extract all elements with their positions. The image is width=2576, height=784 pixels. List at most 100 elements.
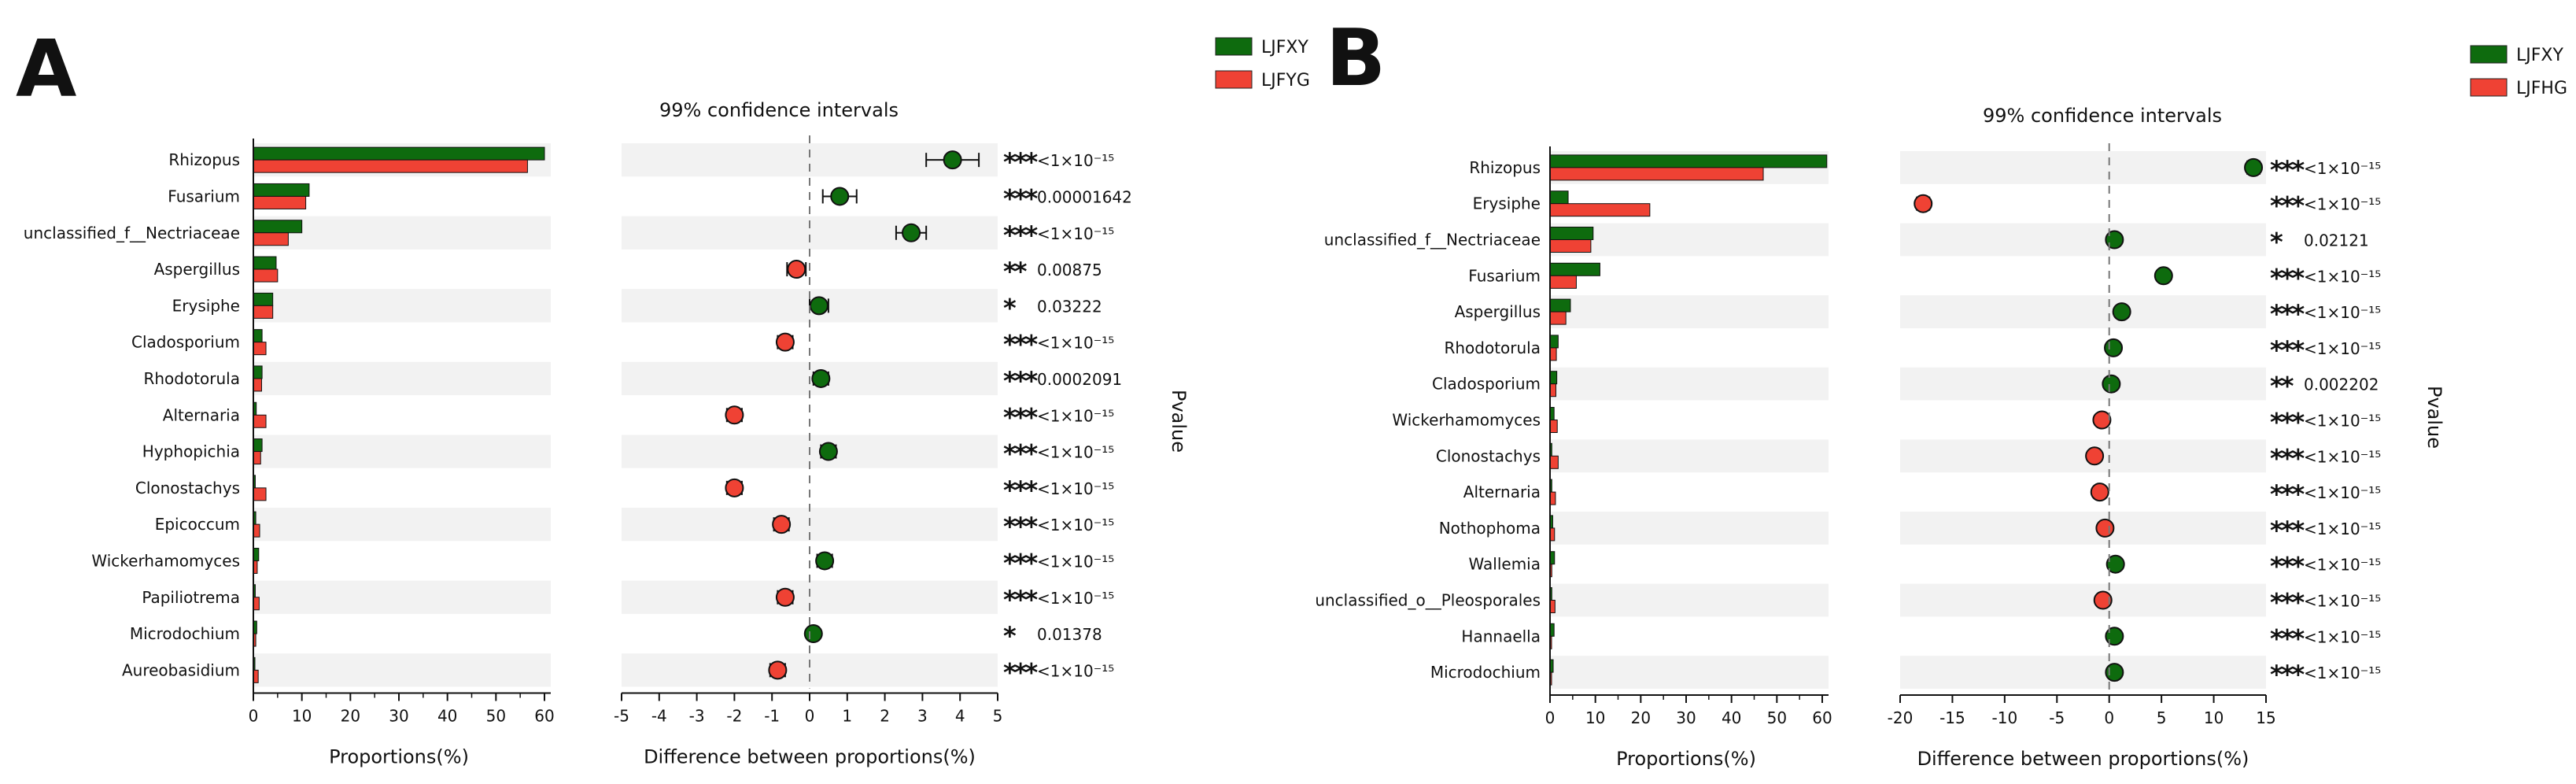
bar-ljfxy-aspergillus <box>253 256 277 270</box>
legend-swatch-ljfxy <box>2470 45 2508 64</box>
p-value: <1×10⁻¹⁵ <box>2304 664 2381 682</box>
diff-point-hyphopichia <box>818 442 838 461</box>
p-value: 0.002202 <box>2304 375 2379 394</box>
p-value: <1×10⁻¹⁵ <box>1037 552 1114 571</box>
legend-label-ljfhg: LJFHG <box>2516 79 2567 98</box>
diff-point-aureobasidium <box>768 660 788 680</box>
prop-tick-label: 10 <box>1585 708 1605 727</box>
significance-stars: *** <box>2270 552 2305 582</box>
p-value: 0.00875 <box>1037 261 1102 279</box>
diff-tick-label: -2 <box>726 707 742 726</box>
diff-tick-label: -10 <box>1992 708 2018 727</box>
diff-point-wickerhamomyces <box>2092 410 2112 430</box>
significance-stars: * <box>1003 621 1017 651</box>
bar-ljfxy-rhizopus <box>253 146 545 161</box>
significance-stars: ** <box>2270 372 2294 401</box>
p-value: <1×10⁻¹⁵ <box>2304 520 2381 538</box>
prop-axis-title: Proportions(%) <box>1616 748 1756 770</box>
row-band <box>1900 656 2266 689</box>
significance-stars: *** <box>1003 147 1038 177</box>
bar-ljfxy-rhodotorula <box>253 365 263 379</box>
diff-point-rhodotorula <box>811 368 831 388</box>
row-band <box>622 653 998 687</box>
bar-ljfhg-rhizopus <box>1549 167 1764 181</box>
ci-title: 99% confidence intervals <box>659 99 899 121</box>
category-label-erysiphe: Erysiphe <box>172 296 240 315</box>
row-band <box>253 653 551 687</box>
p-value: <1×10⁻¹⁵ <box>2304 159 2381 178</box>
row-band <box>253 435 551 468</box>
prop-tick-label: 40 <box>1722 708 1741 727</box>
bar-ljfyg-unclassified-f-nectriaceae <box>253 232 289 246</box>
diff-tick-label: -20 <box>1888 708 1914 727</box>
significance-stars: *** <box>1003 548 1038 578</box>
significance-stars: *** <box>1003 183 1038 213</box>
ci-title: 99% confidence intervals <box>1983 105 2222 127</box>
p-value: <1×10⁻¹⁵ <box>1037 443 1114 462</box>
panel-letter: A <box>16 23 76 115</box>
significance-stars: *** <box>2270 479 2305 509</box>
significance-stars: * <box>1003 293 1017 323</box>
p-value: <1×10⁻¹⁵ <box>2304 483 2381 502</box>
bar-ljfxy-wickerhamomyces <box>253 547 260 561</box>
row-band <box>1900 439 2266 473</box>
prop-axis-title: Proportions(%) <box>329 746 469 768</box>
p-value: 0.01378 <box>1037 625 1102 644</box>
prop-tick-label: 20 <box>1631 708 1651 727</box>
diff-tick-label: 15 <box>2256 708 2275 727</box>
prop-tick-label: 50 <box>1767 708 1787 727</box>
p-value: <1×10⁻¹⁵ <box>2304 267 2381 286</box>
significance-stars: *** <box>2270 443 2305 473</box>
bar-ljfxy-fusarium <box>1549 262 1600 276</box>
bar-ljfhg-wickerhamomyces <box>1549 420 1558 433</box>
category-label-microdochium: Microdochium <box>1430 663 1541 682</box>
row-band <box>1900 583 2266 617</box>
row-band <box>1550 295 1829 328</box>
diff-tick-label: 5 <box>2157 708 2167 727</box>
category-label-nothophoma: Nothophoma <box>1439 519 1541 538</box>
diff-tick-label: 1 <box>842 707 852 726</box>
diff-point-clonostachys <box>2085 446 2105 466</box>
diff-axis-title: Difference between proportions(%) <box>644 746 976 768</box>
p-value: <1×10⁻¹⁵ <box>2304 592 2381 611</box>
category-label-unclassified-f-nectriaceae: unclassified_f__Nectriaceae <box>1324 231 1541 250</box>
diff-point-cladosporium <box>775 332 795 352</box>
p-value: <1×10⁻¹⁵ <box>1037 661 1114 680</box>
diff-tick-label: -15 <box>1939 708 1965 727</box>
diff-tick-label: -3 <box>689 707 705 726</box>
significance-stars: * <box>2270 227 2283 257</box>
prop-tick-label: 50 <box>486 707 506 726</box>
bar-ljfxy-rhodotorula <box>1549 335 1559 349</box>
category-label-cladosporium: Cladosporium <box>131 333 240 352</box>
p-value: <1×10⁻¹⁵ <box>2304 556 2381 575</box>
bar-ljfxy-erysiphe <box>1549 190 1569 205</box>
category-label-rhizopus: Rhizopus <box>168 150 240 169</box>
prop-tick-label: 10 <box>292 707 312 726</box>
p-value: <1×10⁻¹⁵ <box>2304 339 2381 358</box>
row-band <box>1900 512 2266 545</box>
bar-ljfxy-unclassified-f-nectriaceae <box>253 220 303 234</box>
bar-ljfhg-alternaria <box>1549 491 1556 505</box>
row-band <box>1550 223 1829 257</box>
bar-ljfxy-rhizopus <box>1549 154 1828 168</box>
category-label-aspergillus: Aspergillus <box>1455 302 1541 321</box>
prop-tick-label: 60 <box>534 707 554 726</box>
row-band <box>253 580 551 614</box>
bar-ljfhg-fusarium <box>1549 275 1577 289</box>
prop-tick-label: 20 <box>341 707 360 726</box>
diff-tick-label: -5 <box>2049 708 2065 727</box>
category-label-fusarium: Fusarium <box>1468 266 1541 285</box>
diff-point-unclassified-f-nectriaceae <box>902 223 921 242</box>
prop-tick-label: 0 <box>249 707 259 726</box>
panel-letter: B <box>1326 12 1386 104</box>
diff-point-rhizopus <box>943 150 962 170</box>
bar-ljfyg-erysiphe <box>253 305 274 319</box>
significance-stars: *** <box>2270 191 2305 221</box>
bar-ljfxy-erysiphe <box>253 292 274 306</box>
diff-point-alternaria <box>725 405 744 425</box>
diff-point-aspergillus <box>787 260 806 279</box>
bar-ljfhg-rhodotorula <box>1549 347 1557 361</box>
row-band <box>1550 367 1829 401</box>
significance-stars: *** <box>1003 585 1038 615</box>
category-label-alternaria: Alternaria <box>163 405 240 424</box>
